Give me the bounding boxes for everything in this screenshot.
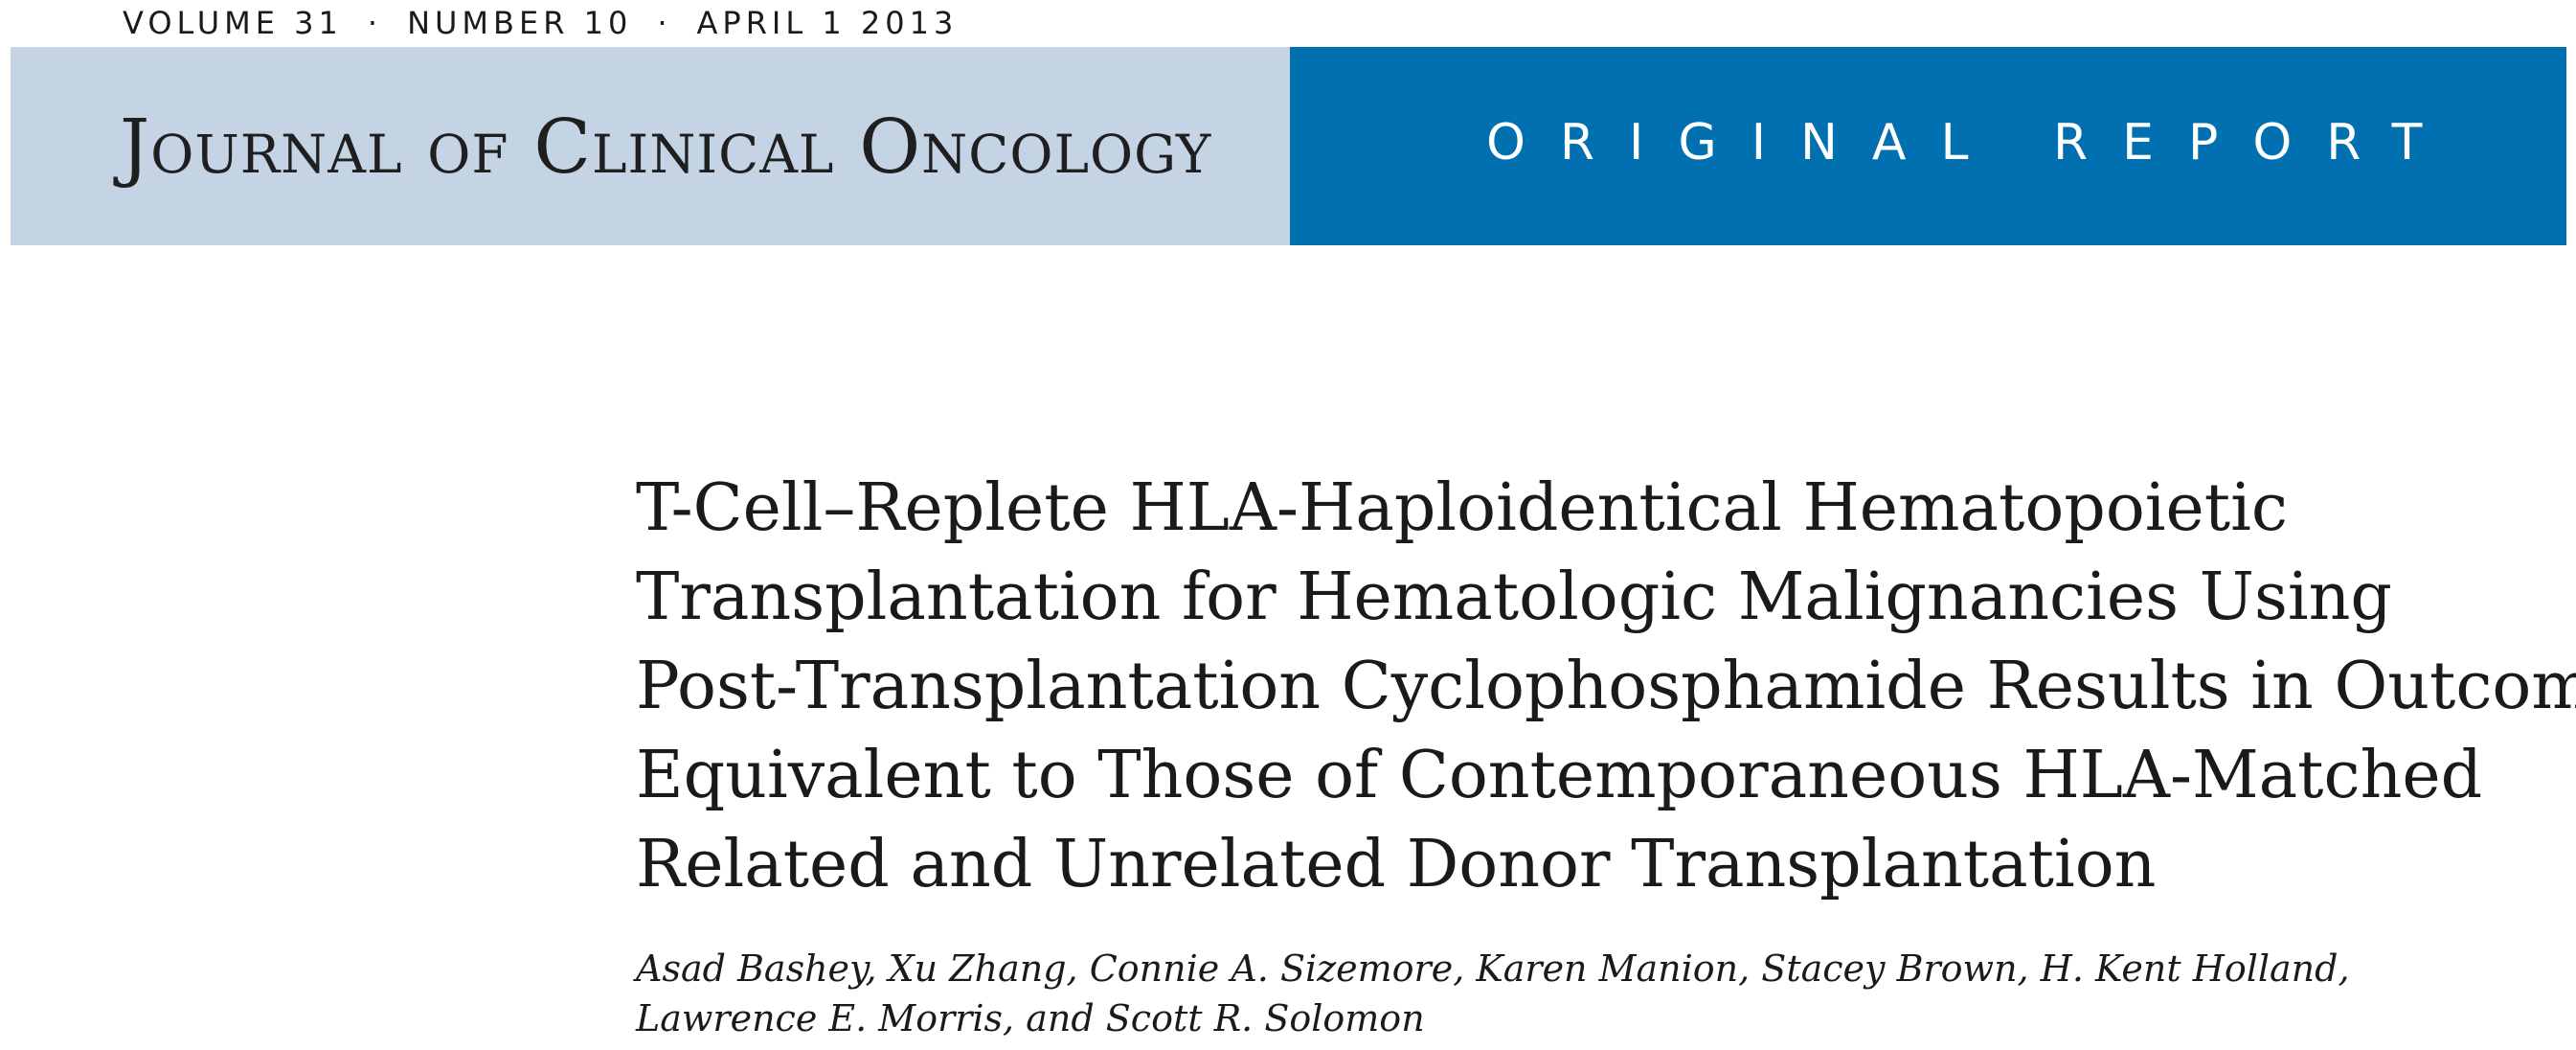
report-type-panel: ORIGINAL REPORT <box>1290 47 2566 245</box>
issue-date: APRIL 1 2013 <box>696 5 959 41</box>
author-line: Asad Bashey, Xu Zhang, Connie A. Sizemor… <box>636 947 2350 990</box>
volume-number: VOLUME 31 <box>123 5 343 41</box>
issue-info: VOLUME 31 · NUMBER 10 · APRIL 1 2013 <box>123 2 958 44</box>
issue-separator: · <box>657 5 672 41</box>
article-title: T-Cell–Replete HLA-Haploidentical Hemato… <box>636 464 2576 909</box>
author-line: Lawrence E. Morris, and Scott R. Solomon <box>636 997 1425 1039</box>
title-line: Transplantation for Hematologic Malignan… <box>636 559 2392 635</box>
title-line: T-Cell–Replete HLA-Haploidentical Hemato… <box>636 470 2288 546</box>
journal-name: Journal of Clinical Oncology <box>120 104 1212 191</box>
journal-banner: Journal of Clinical Oncology ORIGINAL RE… <box>11 47 2566 245</box>
author-list: Asad Bashey, Xu Zhang, Connie A. Sizemor… <box>636 944 2551 1043</box>
report-type: ORIGINAL REPORT <box>1486 114 2457 171</box>
issue-separator: · <box>367 5 383 41</box>
title-line: Related and Unrelated Donor Transplantat… <box>636 827 2157 902</box>
title-line: Post-Transplantation Cyclophosphamide Re… <box>636 649 2576 724</box>
title-line: Equivalent to Those of Contemporaneous H… <box>636 738 2483 813</box>
issue-number: NUMBER 10 <box>407 5 633 41</box>
journal-name-panel: Journal of Clinical Oncology <box>11 47 1290 245</box>
